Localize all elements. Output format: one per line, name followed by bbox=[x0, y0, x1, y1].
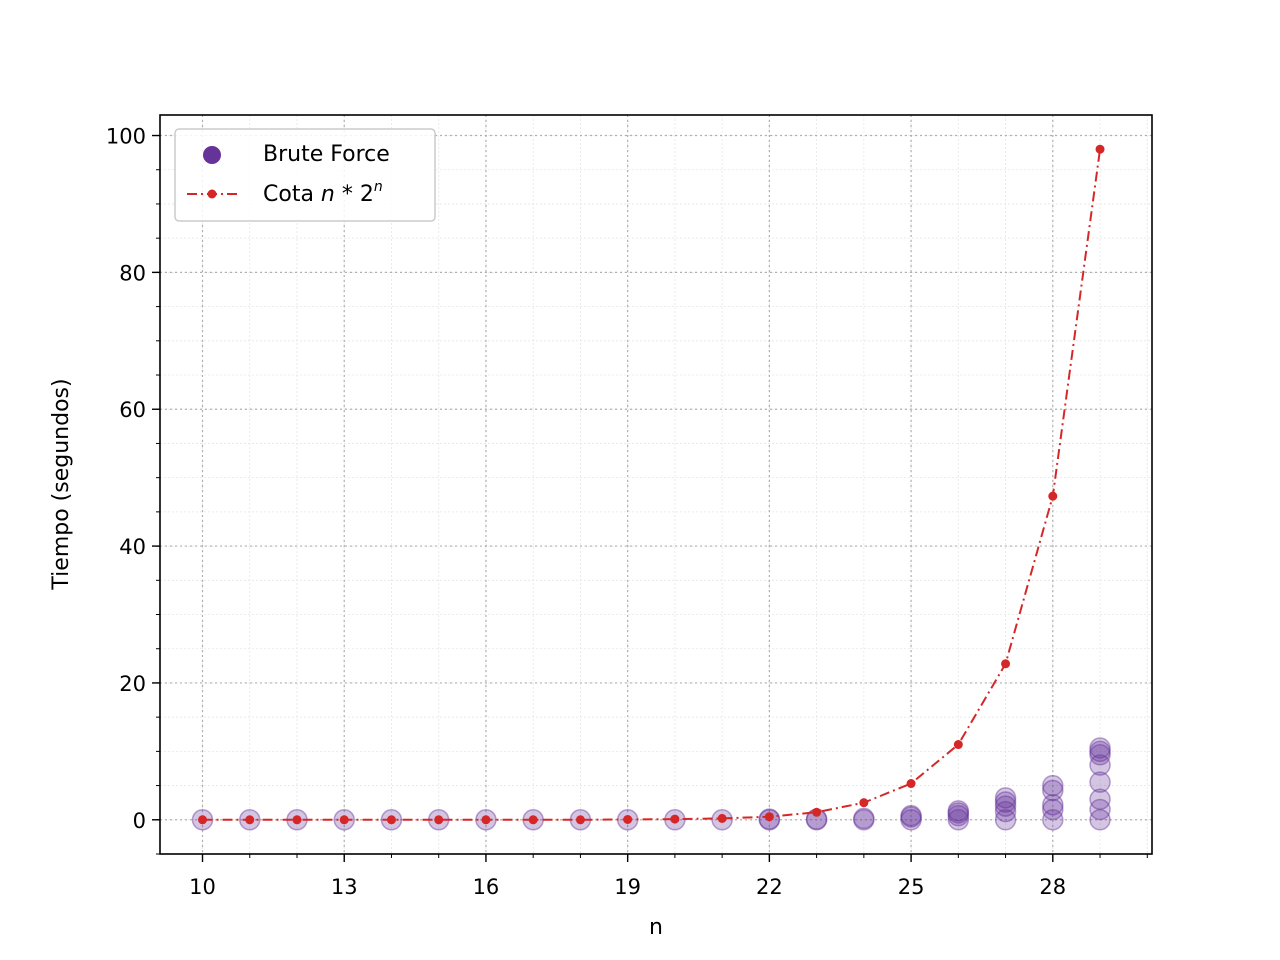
x-tick-label: 19 bbox=[614, 875, 641, 899]
cota-point bbox=[528, 815, 538, 825]
brute-force-point bbox=[1089, 737, 1111, 759]
brute-force-point bbox=[1042, 793, 1064, 816]
brute-force-point bbox=[1089, 754, 1111, 776]
brute-force-point bbox=[1042, 779, 1064, 802]
brute-force-point bbox=[1089, 744, 1111, 766]
cota-line bbox=[202, 149, 1102, 821]
legend-cota-label: Cota n * 2n bbox=[263, 179, 383, 207]
brute-force-point bbox=[1042, 774, 1064, 797]
cota-point bbox=[386, 815, 396, 825]
cota-point bbox=[859, 798, 869, 808]
legend-cota-op: * 2 bbox=[335, 182, 374, 207]
y-axis-label: Tiempo (segundos) bbox=[49, 378, 74, 590]
x-tick-label: 13 bbox=[331, 875, 358, 899]
brute-force-point bbox=[994, 787, 1017, 809]
legend-brute-force-marker bbox=[203, 146, 221, 164]
brute-force-point bbox=[1042, 798, 1064, 821]
cota-point bbox=[481, 815, 491, 825]
brute-force-point bbox=[1089, 809, 1111, 831]
brute-force-point bbox=[994, 795, 1017, 817]
cota-point bbox=[245, 815, 255, 825]
brute-force-point bbox=[947, 804, 970, 827]
x-tick-label: 22 bbox=[756, 875, 783, 899]
cota-point bbox=[1095, 144, 1105, 154]
brute-force-series bbox=[191, 737, 1111, 831]
cota-point bbox=[906, 779, 916, 789]
brute-force-point bbox=[853, 807, 875, 830]
legend: Brute Force Cota n * 2n bbox=[174, 128, 436, 222]
legend-cota-math-n: n bbox=[321, 182, 335, 207]
brute-force-point bbox=[947, 809, 970, 831]
cota-point bbox=[1001, 659, 1011, 669]
cota-point bbox=[292, 815, 302, 825]
brute-force-point bbox=[1089, 740, 1111, 763]
brute-force-point bbox=[947, 800, 970, 822]
cota-point bbox=[670, 814, 680, 824]
legend-cota-marker bbox=[207, 189, 217, 199]
plot-frame bbox=[159, 114, 1153, 855]
legend-box bbox=[174, 128, 436, 222]
x-tick-label: 10 bbox=[189, 875, 216, 899]
brute-force-point bbox=[1089, 788, 1111, 811]
x-tick-label: 25 bbox=[898, 875, 925, 899]
cota-point bbox=[623, 814, 633, 824]
cota-point bbox=[575, 815, 585, 825]
brute-force-point bbox=[1042, 809, 1064, 831]
brute-force-point bbox=[1089, 771, 1111, 793]
cota-point bbox=[812, 807, 822, 817]
x-axis-label: n bbox=[649, 915, 663, 940]
y-tick-label: 40 bbox=[119, 535, 146, 559]
x-tick-label: 28 bbox=[1039, 875, 1066, 899]
cota-point bbox=[1048, 491, 1058, 501]
cota-point bbox=[764, 812, 774, 822]
brute-force-point bbox=[853, 809, 875, 831]
brute-force-point bbox=[900, 809, 922, 831]
y-tick-label: 0 bbox=[133, 809, 146, 833]
cota-point bbox=[198, 815, 208, 825]
cota-point bbox=[339, 815, 349, 825]
cota-series bbox=[198, 144, 1105, 825]
legend-cota-exponent: n bbox=[374, 179, 383, 195]
brute-force-point bbox=[900, 804, 922, 827]
brute-force-point bbox=[994, 791, 1017, 813]
y-tick-label: 20 bbox=[119, 672, 146, 696]
x-tick-label: 16 bbox=[473, 875, 500, 899]
brute-force-point bbox=[900, 806, 922, 828]
brute-force-point bbox=[994, 809, 1017, 831]
axis-ticks: 10 13 16 19 22 25 28 0 20 40 60 80 100 bbox=[106, 125, 1148, 899]
brute-force-point bbox=[994, 800, 1017, 823]
y-tick-label: 100 bbox=[106, 125, 146, 149]
legend-brute-force-label: Brute Force bbox=[263, 142, 390, 167]
y-tick-label: 60 bbox=[119, 398, 146, 422]
cota-point bbox=[434, 815, 444, 825]
brute-force-point bbox=[947, 802, 970, 824]
legend-cota-prefix: Cota bbox=[263, 182, 321, 207]
cota-point bbox=[717, 813, 727, 823]
cota-point bbox=[953, 740, 963, 750]
brute-force-point bbox=[1089, 798, 1111, 821]
y-tick-label: 80 bbox=[119, 261, 146, 285]
